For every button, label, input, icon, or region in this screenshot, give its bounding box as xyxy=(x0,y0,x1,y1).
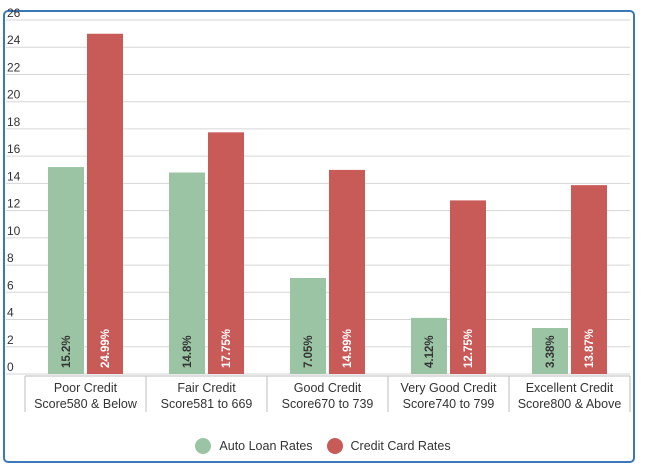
bar-data-label: 14.99% xyxy=(342,329,354,368)
bar-auto-loan xyxy=(532,327,568,374)
x-category-label: Poor Credit xyxy=(54,381,118,395)
y-tick-label: 18 xyxy=(7,115,21,129)
x-axis: Poor Credit Score580 & Below Fair Credit Sc… xyxy=(24,375,631,412)
bar-auto-loan xyxy=(169,172,205,374)
legend-label-auto-loan: Auto Loan Rates xyxy=(219,439,313,453)
x-category-label: Good Credit xyxy=(294,381,362,395)
x-category-label: Score800 & Above xyxy=(518,397,622,411)
x-category-label: Score581 to 669 xyxy=(161,397,253,411)
y-tick-label: 20 xyxy=(7,88,21,102)
y-tick-label: 26 xyxy=(7,6,21,20)
y-tick-label: 12 xyxy=(7,197,21,211)
bar-data-label: 24.99% xyxy=(100,329,112,368)
bars: 15.2% 24.99% 14.8% 17.75% 7.05% 14.99% 4.12% 12… xyxy=(48,33,607,375)
y-tick-label: 4 xyxy=(7,306,14,320)
legend-item-auto-loan: Auto Loan Rates xyxy=(195,438,313,454)
bar-credit-card xyxy=(208,132,244,374)
y-tick-label: 8 xyxy=(7,251,14,265)
bar-auto-loan xyxy=(48,167,84,374)
x-category-label: Score740 to 799 xyxy=(403,397,495,411)
legend-item-credit-card: Credit Card Rates xyxy=(326,438,451,454)
legend: Auto Loan Rates Credit Card Rates xyxy=(0,438,646,454)
bar-data-label: 4.12% xyxy=(424,335,436,368)
x-category-label: Fair Credit xyxy=(177,381,236,395)
bar-data-label: 15.2% xyxy=(61,335,73,368)
bar-credit-card xyxy=(87,33,123,375)
bar-data-label: 17.75% xyxy=(221,329,233,368)
y-tick-label: 14 xyxy=(7,169,21,183)
legend-swatch-auto-loan xyxy=(195,438,212,454)
x-category-label: Very Good Credit xyxy=(401,381,497,395)
bar-data-label: 7.05% xyxy=(303,335,315,368)
bar-data-label: 12.75% xyxy=(463,329,475,368)
bar-auto-loan xyxy=(411,317,447,374)
bar-data-label: 13.87% xyxy=(584,329,596,368)
y-tick-label: 10 xyxy=(7,224,21,238)
bar-credit-card xyxy=(329,169,365,374)
y-tick-label: 22 xyxy=(7,60,21,74)
legend-label-credit-card: Credit Card Rates xyxy=(350,439,451,453)
x-category-label: Score670 to 739 xyxy=(282,397,374,411)
y-tick-label: 24 xyxy=(7,33,21,47)
y-tick-label: 0 xyxy=(7,360,14,374)
legend-swatch-credit-card xyxy=(326,438,343,454)
x-category-label: Excellent Credit xyxy=(526,381,614,395)
bar-credit-card xyxy=(450,200,486,374)
y-tick-label: 2 xyxy=(7,333,14,347)
bar-data-label: 14.8% xyxy=(182,335,194,368)
x-category-label: Score580 & Below xyxy=(34,397,138,411)
bar-auto-loan xyxy=(290,278,326,374)
y-tick-label: 6 xyxy=(7,278,14,292)
bar-data-label: 3.38% xyxy=(545,335,557,368)
bar-credit-card xyxy=(571,185,607,374)
y-tick-label: 16 xyxy=(7,142,21,156)
